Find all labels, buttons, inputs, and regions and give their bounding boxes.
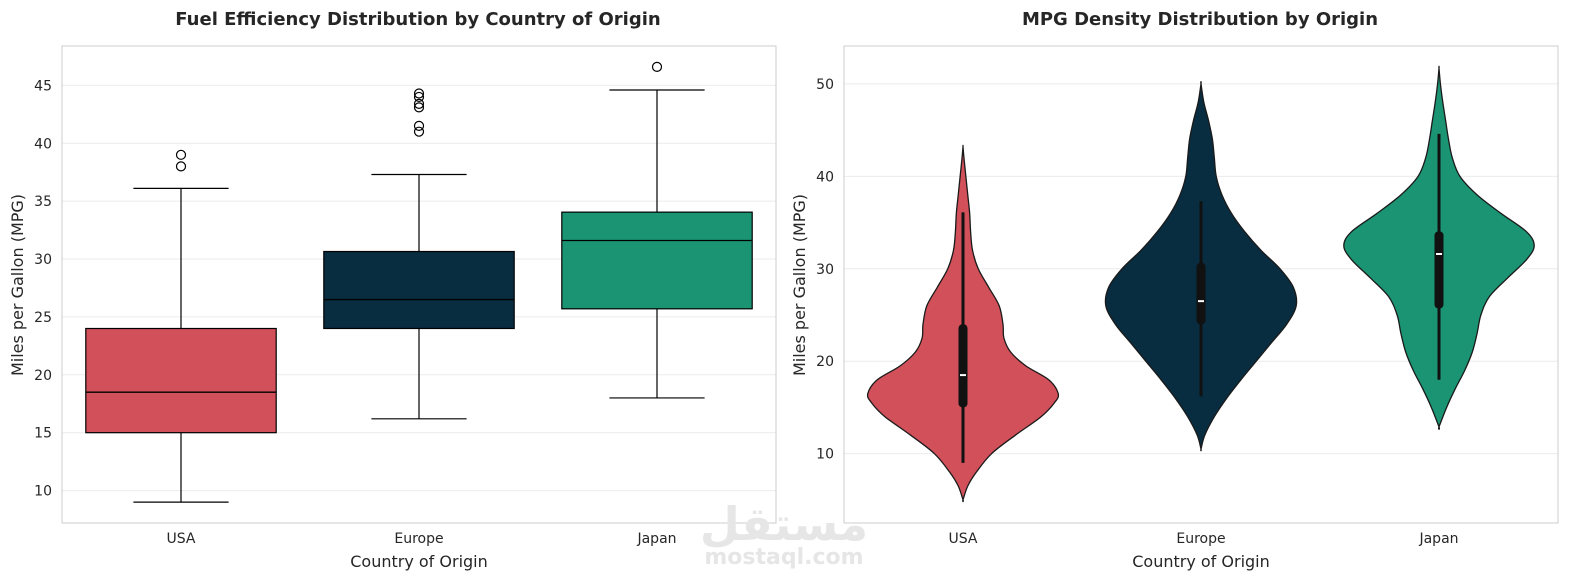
violin-iqr-japan <box>1434 231 1444 309</box>
violin-frame <box>843 45 1559 524</box>
boxplot-y-tick-label: 15 <box>34 426 52 442</box>
boxplot-title: Fuel Efficiency Distribution by Country … <box>175 9 660 30</box>
boxplot-y-tick-label: 10 <box>34 484 52 500</box>
boxplot-y-tick-label: 20 <box>34 368 52 384</box>
box-europe <box>323 88 515 420</box>
violin-y-tick-label: 30 <box>816 262 834 278</box>
outlier-usa <box>175 149 187 160</box>
boxplot-frame <box>61 45 777 524</box>
outlier-europe <box>413 91 425 103</box>
box-body-europe <box>323 250 515 330</box>
violin-y-axis-label: Miles per Gallon (MPG) <box>790 194 809 376</box>
watermark-latin: mostaql.com <box>704 545 863 570</box>
boxplot-panel: Fuel Efficiency Distribution by Country … <box>8 9 777 571</box>
boxplot-marks <box>85 61 753 503</box>
violin-y-ticks: 10 20 30 40 50 <box>816 77 834 463</box>
boxplot-y-tick-label: 35 <box>34 194 52 210</box>
boxplot-y-tick-label: 40 <box>34 136 52 152</box>
violin-iqr-usa <box>958 324 968 408</box>
violin-y-tick-label: 10 <box>816 447 834 463</box>
box-body-japan <box>561 211 753 310</box>
violin-title: MPG Density Distribution by Origin <box>1022 9 1378 30</box>
box-japan <box>561 61 753 399</box>
violin-marks <box>866 65 1535 503</box>
violin-y-tick-label: 20 <box>816 354 834 370</box>
boxplot-x-tick-usa: USA <box>167 531 196 547</box>
violin-x-ticks: USA Europe Japan <box>949 531 1459 547</box>
box-usa <box>85 149 277 503</box>
violin-x-axis-label: Country of Origin <box>1132 552 1270 571</box>
violin-panel: MPG Density Distribution by Origin 10 20 3… <box>790 9 1559 571</box>
violin-x-tick-japan: Japan <box>1418 531 1458 547</box>
violin-japan <box>1343 65 1535 430</box>
violin-usa <box>866 144 1060 503</box>
boxplot-y-axis-label: Miles per Gallon (MPG) <box>8 194 27 376</box>
boxplot-y-tick-label: 45 <box>34 78 52 94</box>
outlier-europe <box>413 120 425 131</box>
violin-y-tick-label: 40 <box>816 169 834 185</box>
boxplot-y-tick-label: 30 <box>34 252 52 268</box>
boxplot-y-ticks: 10 15 20 25 30 35 40 45 <box>34 78 52 499</box>
watermark: مستقل mostaql.com <box>700 497 868 570</box>
outlier-europe <box>413 102 425 113</box>
violin-x-tick-usa: USA <box>949 531 978 547</box>
boxplot-x-tick-europe: Europe <box>394 531 443 547</box>
boxplot-y-tick-label: 25 <box>34 310 52 326</box>
boxplot-x-axis-label: Country of Origin <box>350 552 488 571</box>
watermark-arabic: مستقل <box>700 497 868 551</box>
outlier-usa <box>175 161 187 172</box>
boxplot-x-ticks: USA Europe Japan <box>167 531 677 547</box>
violin-x-tick-europe: Europe <box>1176 531 1225 547</box>
violin-iqr-europe <box>1196 262 1206 325</box>
outlier-europe <box>413 88 425 99</box>
outlier-japan <box>651 61 663 72</box>
boxplot-x-tick-japan: Japan <box>636 531 676 547</box>
box-body-usa <box>85 327 277 434</box>
violin-y-tick-label: 50 <box>816 77 834 93</box>
violin-europe <box>1104 80 1298 452</box>
outlier-europe <box>413 126 425 137</box>
outlier-europe <box>413 98 425 109</box>
